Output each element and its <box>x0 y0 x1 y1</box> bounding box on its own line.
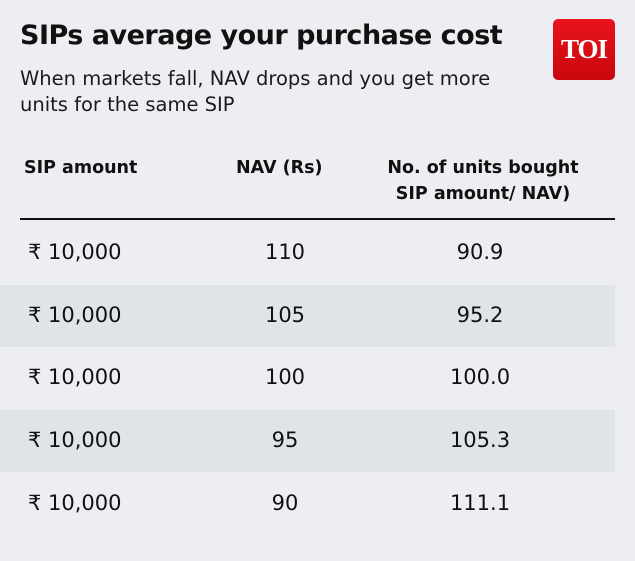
column-header-sip-amount: SIP amount <box>24 158 138 178</box>
column-header-units-line1: No. of units bought <box>387 158 579 178</box>
column-header-nav: NAV (Rs) <box>236 158 323 178</box>
column-header-units-line2: SIP amount/ NAV) <box>395 184 571 204</box>
sip-amount-cell: ₹ 10,000 <box>28 302 122 327</box>
units-cell: 111.1 <box>449 490 511 515</box>
sip-amount-cell: ₹ 10,000 <box>28 365 122 390</box>
nav-cell: 100 <box>264 365 306 390</box>
units-cell: 90.9 <box>456 240 504 264</box>
nav-cell: 110 <box>264 240 306 264</box>
sip-amount-cell: ₹ 10,000 <box>28 490 122 515</box>
nav-cell: 95 <box>271 428 299 453</box>
table-row: ₹ 10,000 105 95.2 <box>0 284 615 347</box>
table-row: ₹ 10,000 95 105.3 <box>0 410 615 473</box>
toi-logo: TOI <box>553 19 615 80</box>
header-rule <box>20 218 615 220</box>
table-row: ₹ 10,000 100 100.0 <box>0 347 615 409</box>
nav-cell: 90 <box>271 490 299 515</box>
column-header-units: No. of units bought SIP amount/ NAV) <box>378 155 588 207</box>
table-row: ₹ 10,000 90 111.1 <box>0 473 615 535</box>
units-cell: 105.3 <box>449 428 511 453</box>
units-cell: 100.0 <box>449 365 511 390</box>
nav-cell: 105 <box>264 302 306 327</box>
sip-amount-cell: ₹ 10,000 <box>28 240 122 264</box>
subtitle: When markets fall, NAV drops and you get… <box>20 67 491 116</box>
table-row: ₹ 10,000 110 90.9 <box>0 222 615 284</box>
sip-amount-cell: ₹ 10,000 <box>28 428 122 453</box>
units-cell: 95.2 <box>456 302 504 327</box>
title: SIPs average your purchase cost <box>20 20 503 51</box>
